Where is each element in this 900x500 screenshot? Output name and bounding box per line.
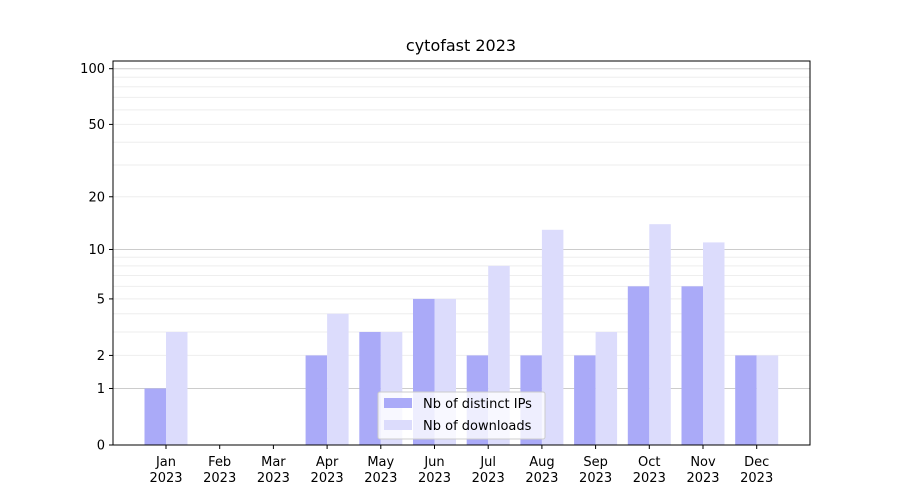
- grid-lines: [113, 68, 810, 389]
- y-tick-label: 10: [88, 243, 105, 258]
- x-tick-label-month: Feb: [208, 455, 231, 470]
- chart-title: cytofast 2023: [406, 36, 516, 55]
- x-tick-label-month: Oct: [638, 455, 660, 470]
- bar-downloads: [166, 331, 188, 445]
- x-tick-label-year: 2023: [149, 471, 182, 486]
- bar-distinct-ips: [359, 331, 381, 445]
- bar-downloads: [327, 313, 349, 445]
- bar-distinct-ips: [735, 355, 757, 445]
- bar-distinct-ips: [305, 355, 328, 445]
- x-tick-label-month: Jan: [155, 455, 176, 470]
- legend-label-distinct-ips: Nb of distinct IPs: [423, 397, 532, 412]
- legend: Nb of distinct IPs Nb of downloads: [377, 391, 546, 440]
- x-tick-label-month: Nov: [690, 455, 716, 470]
- x-tick-label-year: 2023: [472, 471, 505, 486]
- x-tick-label-year: 2023: [418, 471, 451, 486]
- legend-swatch-distinct-ips: [384, 398, 412, 408]
- y-tick-label: 20: [88, 190, 105, 205]
- legend-label-downloads: Nb of downloads: [423, 419, 532, 434]
- legend-box: [377, 391, 546, 440]
- y-tick-label: 0: [97, 439, 105, 454]
- y-tick-label: 50: [88, 118, 105, 133]
- y-tick-label: 5: [97, 292, 105, 307]
- bar-downloads: [756, 355, 779, 445]
- bar-downloads: [541, 229, 564, 445]
- x-tick-label-year: 2023: [579, 471, 612, 486]
- x-tick-label-month: May: [367, 455, 394, 470]
- plot-frame: [112, 60, 811, 446]
- legend-swatch-downloads: [384, 420, 412, 430]
- x-tick-label-month: Aug: [529, 455, 554, 470]
- x-tick-label-year: 2023: [740, 471, 773, 486]
- x-tick-label-month: Sep: [583, 455, 608, 470]
- bar-distinct-ips: [574, 355, 596, 445]
- y-tick-label: 2: [97, 349, 105, 364]
- bar-distinct-ips: [681, 286, 703, 445]
- x-tick-label-month: Jun: [423, 455, 444, 470]
- x-tick-label-year: 2023: [686, 471, 719, 486]
- x-tick-label-year: 2023: [257, 471, 290, 486]
- x-tick-label-year: 2023: [525, 471, 558, 486]
- x-tick-label-year: 2023: [311, 471, 344, 486]
- bar-downloads: [703, 242, 725, 445]
- y-tick-label: 1: [97, 382, 105, 397]
- x-tick-label-year: 2023: [203, 471, 236, 486]
- bar-downloads: [595, 331, 618, 445]
- x-tick-label-month: Dec: [744, 455, 769, 470]
- y-tick-label: 100: [80, 62, 105, 77]
- x-tick-label-month: Mar: [261, 455, 286, 470]
- y-axis: 0 1 2 5 10 20 50 100: [80, 62, 113, 454]
- bar-downloads: [649, 224, 671, 445]
- x-tick-label-month: Jul: [479, 455, 496, 470]
- x-tick-label-month: Apr: [316, 455, 339, 470]
- x-axis: Jan2023Feb2023Mar2023Apr2023May2023Jun20…: [149, 445, 773, 486]
- bar-distinct-ips: [627, 286, 650, 445]
- x-tick-label-year: 2023: [364, 471, 397, 486]
- x-tick-label-year: 2023: [633, 471, 666, 486]
- bar-distinct-ips: [144, 388, 166, 445]
